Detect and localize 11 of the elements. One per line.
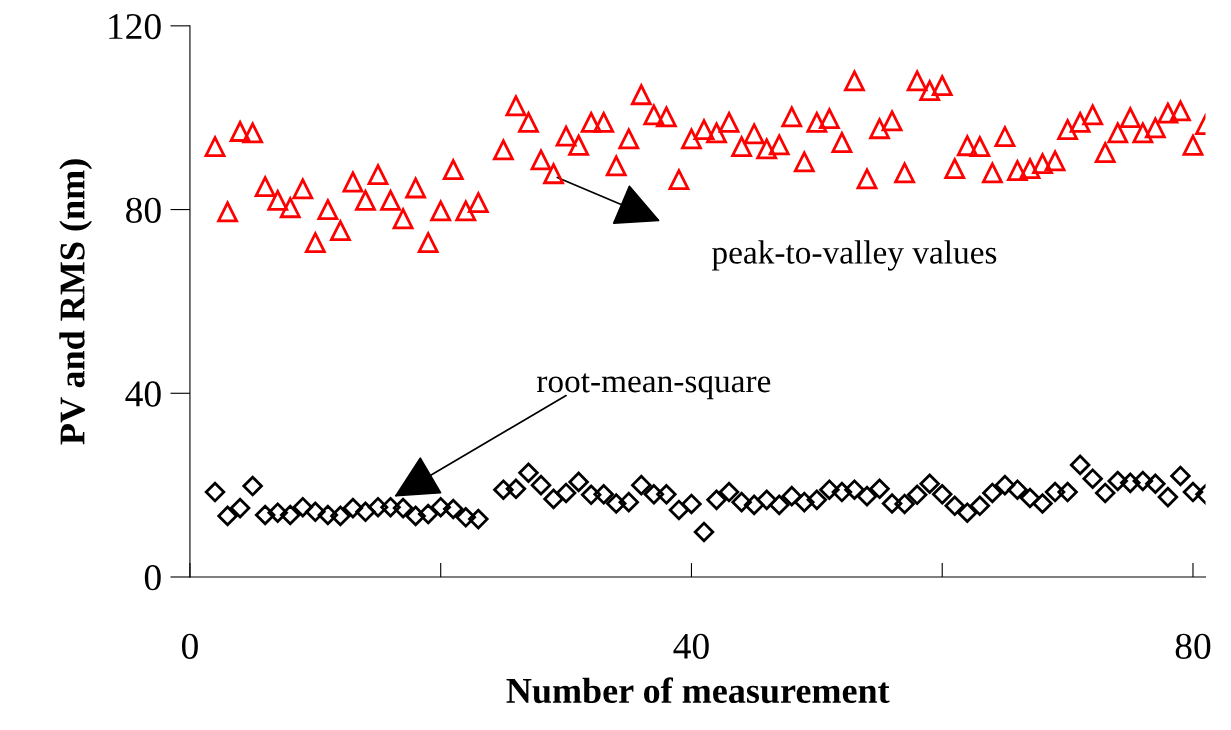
y-tick-label: 0 [144, 565, 161, 591]
annotation: peak-to-valley values [711, 240, 997, 271]
x-axis-title: Number of measurement [506, 677, 890, 704]
x-tick-label: 80 [1175, 633, 1211, 659]
y-axis-title: PV and RMS (nm) [59, 159, 93, 445]
y-tick-label: 40 [125, 381, 161, 407]
y-tick-label: 120 [109, 13, 161, 40]
x-tick-label: 40 [673, 633, 709, 659]
x-tick-label: 0 [182, 633, 198, 659]
y-tick-label: 80 [126, 197, 161, 223]
annotation: root-mean-square [536, 373, 771, 400]
